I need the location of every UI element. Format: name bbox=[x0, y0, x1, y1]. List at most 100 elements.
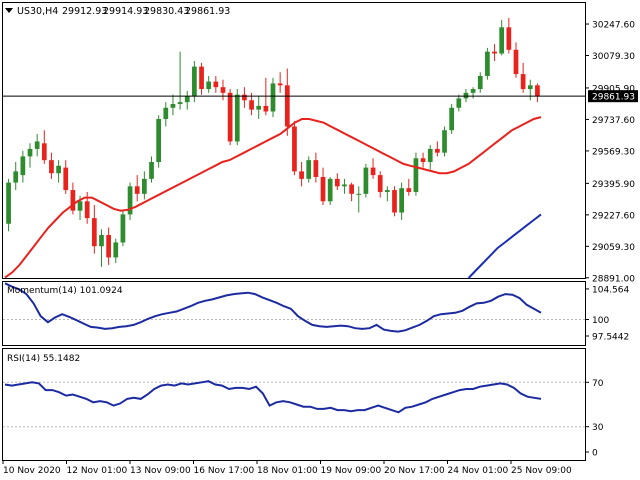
candle bbox=[49, 152, 54, 179]
ohlc-high: 29914.93 bbox=[103, 6, 148, 17]
price-tick-label: 29395.90 bbox=[592, 180, 635, 190]
candle bbox=[277, 72, 283, 93]
candle bbox=[70, 182, 76, 215]
candle-body bbox=[370, 167, 376, 176]
time-tick-label: 16 Nov 17:00 bbox=[194, 466, 255, 476]
candle-body bbox=[6, 182, 11, 224]
candle bbox=[456, 94, 462, 112]
candle-body bbox=[377, 175, 383, 192]
candle bbox=[363, 163, 369, 198]
candle bbox=[177, 51, 183, 110]
candle-body bbox=[156, 118, 162, 163]
price-tick-label: 29569.30 bbox=[592, 147, 635, 157]
candle-body bbox=[470, 89, 476, 93]
candle-body bbox=[220, 87, 226, 93]
candle bbox=[134, 175, 140, 202]
candle bbox=[470, 87, 476, 99]
candle-body bbox=[206, 81, 212, 90]
candle-body bbox=[270, 83, 276, 112]
candle bbox=[327, 176, 333, 206]
candle bbox=[199, 62, 204, 95]
time-tick-label: 10 Nov 2020 bbox=[3, 466, 61, 476]
candle-body bbox=[142, 178, 147, 194]
moving-average-red-line bbox=[4, 116, 542, 279]
candle-body bbox=[91, 218, 97, 247]
candle-body bbox=[506, 27, 512, 50]
momentum-panel: 104.564 100 97.5442 Momentum(14) 101.0924 bbox=[3, 282, 629, 342]
candle bbox=[513, 42, 519, 78]
price-panel-frame bbox=[2, 2, 586, 279]
rsi-axis: 70 30 0 bbox=[585, 379, 604, 459]
rsi-tick-label: 0 bbox=[592, 449, 598, 459]
candle-body bbox=[342, 184, 347, 187]
candles-group bbox=[6, 17, 540, 267]
candle-body bbox=[13, 171, 19, 183]
candle bbox=[377, 171, 383, 198]
candle bbox=[477, 72, 483, 93]
candle bbox=[6, 178, 11, 232]
candle-body bbox=[227, 92, 233, 142]
candle-body bbox=[120, 214, 126, 243]
candle bbox=[370, 158, 376, 179]
candle-body bbox=[199, 66, 204, 90]
candle bbox=[292, 120, 297, 176]
candle-body bbox=[299, 171, 304, 179]
candle bbox=[156, 115, 162, 168]
candle bbox=[213, 75, 219, 93]
candle bbox=[270, 77, 276, 118]
candle-body bbox=[449, 107, 455, 131]
candle bbox=[485, 47, 490, 80]
candle-body bbox=[134, 186, 140, 194]
candle bbox=[242, 87, 247, 108]
candle bbox=[41, 130, 47, 164]
candle bbox=[234, 89, 240, 146]
momentum-tick-label: 104.564 bbox=[592, 285, 629, 295]
candle-body bbox=[113, 242, 119, 258]
time-axis: 10 Nov 2020 12 Nov 01:00 13 Nov 09:00 16 No… bbox=[2, 460, 572, 476]
candle-body bbox=[327, 178, 333, 202]
candle-body bbox=[149, 162, 154, 179]
candle bbox=[527, 79, 533, 101]
candle-body bbox=[99, 234, 104, 247]
candle-body bbox=[384, 190, 390, 192]
candle bbox=[406, 178, 412, 196]
candle bbox=[34, 133, 40, 157]
candle bbox=[120, 210, 126, 247]
candle-body bbox=[520, 74, 526, 90]
rsi-line bbox=[4, 380, 542, 414]
candle-body bbox=[485, 51, 490, 76]
price-tick-label: 29227.60 bbox=[592, 211, 635, 221]
candle bbox=[256, 96, 262, 119]
candle-body bbox=[77, 201, 83, 211]
rsi-panel: 70 30 0 RSI(14) 55.1482 bbox=[3, 354, 604, 459]
price-tick-label: 30079.30 bbox=[592, 52, 635, 62]
candle bbox=[384, 186, 390, 202]
momentum-line bbox=[4, 282, 542, 333]
candle-body bbox=[313, 160, 319, 177]
candle-body bbox=[256, 105, 262, 110]
candle-body bbox=[399, 188, 404, 213]
candle bbox=[220, 79, 226, 101]
candle bbox=[299, 162, 304, 187]
candle bbox=[349, 182, 354, 202]
candle bbox=[284, 68, 290, 136]
candle-body bbox=[263, 105, 269, 112]
triangle-down-icon[interactable] bbox=[5, 8, 13, 13]
candle bbox=[192, 60, 197, 103]
candle-body bbox=[535, 85, 540, 97]
candle bbox=[184, 90, 190, 110]
candle-body bbox=[184, 96, 190, 103]
candle bbox=[492, 44, 497, 61]
candle-body bbox=[420, 158, 426, 163]
candle-body bbox=[63, 167, 69, 191]
candle bbox=[334, 173, 340, 191]
candle-body bbox=[242, 94, 247, 101]
candle-body bbox=[84, 201, 90, 219]
price-panel: 30247.60 30079.30 29905.90 29737.60 29569.30… bbox=[3, 17, 638, 284]
candle-body bbox=[277, 83, 283, 86]
candle bbox=[56, 160, 61, 183]
candle bbox=[13, 162, 19, 191]
candle bbox=[392, 186, 397, 217]
candle-body bbox=[427, 148, 433, 163]
candle-body bbox=[213, 81, 219, 88]
